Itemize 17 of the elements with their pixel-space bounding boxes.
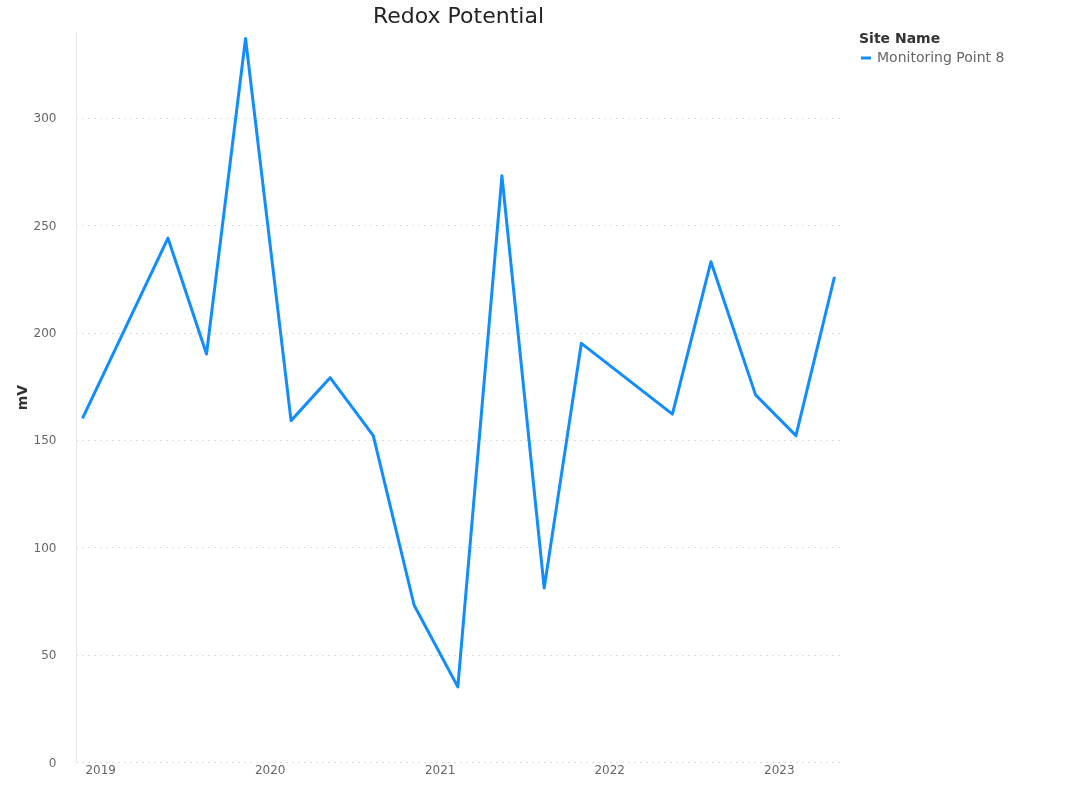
- x-tick-label: 2019: [85, 762, 116, 777]
- x-tick-label: 2023: [763, 762, 795, 777]
- x-tick-label: 2021: [424, 762, 456, 777]
- y-tick-label: 50: [41, 648, 57, 663]
- x-tick-label: 2020: [254, 762, 286, 777]
- y-tick-label: 200: [33, 326, 57, 341]
- y-axis-title: mV: [13, 384, 30, 411]
- line-series: [81, 36, 836, 689]
- y-tick-label: 150: [33, 433, 57, 448]
- x-tick-label: 2022: [594, 762, 625, 777]
- chart-title: Redox Potential: [373, 3, 544, 28]
- y-tick-label: 0: [48, 755, 57, 770]
- legend-label: Monitoring Point 8: [877, 49, 1005, 65]
- y-tick-label: 100: [33, 540, 57, 555]
- y-tick-label: 300: [33, 111, 57, 126]
- legend-title: Site Name: [859, 30, 941, 46]
- y-tick-label: 250: [33, 218, 57, 233]
